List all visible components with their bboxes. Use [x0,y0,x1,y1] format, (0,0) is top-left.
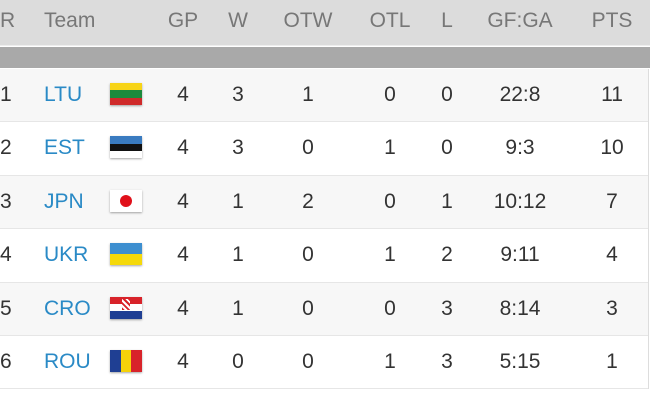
rank-cell: 4 [0,243,12,267]
ukraine-flag-icon [110,243,142,266]
header-team[interactable]: Team [44,9,96,32]
otl-cell: 1 [384,136,396,160]
group-band [0,47,650,68]
table-row: 4 UKR 4 1 0 1 2 9:11 4 [0,229,648,283]
otl-cell: 1 [384,243,396,267]
gp-cell: 4 [177,189,189,213]
header-rank[interactable]: R [0,9,16,32]
otw-cell: 0 [302,296,314,320]
otw-cell: 0 [302,349,314,373]
l-cell: 3 [441,349,453,373]
table-header: R Team GP W OTW OTL L GF:GA PTS [0,0,650,46]
w-cell: 3 [232,136,244,160]
team-link[interactable]: EST [44,136,85,160]
header-gp[interactable]: GP [167,9,199,32]
gp-cell: 4 [177,349,189,373]
croatia-flag-icon [110,296,142,319]
header-l[interactable]: L [441,9,453,32]
table-row: 6 ROU 4 0 0 1 3 5:15 1 [0,336,648,390]
pts-cell: 3 [606,296,618,320]
l-cell: 3 [441,296,453,320]
otw-cell: 0 [302,136,314,160]
team-link[interactable]: CRO [44,296,91,320]
gp-cell: 4 [177,136,189,160]
gfga-cell: 5:15 [499,349,541,373]
pts-cell: 10 [600,136,624,160]
gfga-cell: 9:11 [500,243,540,267]
standings-table: 1 LTU 4 3 1 0 0 22:8 11 2 EST 4 3 0 1 0 9:3 10 3 JPN 4 1 2 0 1 10… [0,69,649,390]
l-cell: 2 [441,243,453,267]
header-otw[interactable]: OTW [283,9,333,32]
header-w[interactable]: W [228,9,248,32]
gp-cell: 4 [177,296,189,320]
l-cell: 0 [441,83,453,106]
otw-cell: 2 [302,189,314,213]
gp-cell: 4 [177,83,189,106]
header-gfga[interactable]: GF:GA [487,9,553,32]
rank-cell: 2 [0,136,12,160]
gp-cell: 4 [177,243,189,267]
pts-cell: 7 [606,189,618,213]
team-link[interactable]: JPN [44,189,84,213]
otl-cell: 0 [384,83,396,106]
romania-flag-icon [110,349,142,372]
rank-cell: 6 [0,349,12,373]
w-cell: 1 [232,189,244,213]
team-link[interactable]: ROU [44,349,91,373]
pts-cell: 11 [601,83,623,106]
otl-cell: 0 [384,296,396,320]
estonia-flag-icon [110,136,142,159]
l-cell: 0 [441,136,453,160]
team-link[interactable]: UKR [44,243,89,267]
rank-cell: 3 [0,189,12,213]
pts-cell: 1 [606,349,618,373]
l-cell: 1 [441,189,453,213]
pts-cell: 4 [606,243,618,267]
otl-cell: 0 [384,189,396,213]
otl-cell: 1 [384,349,396,373]
otw-cell: 0 [302,243,314,267]
table-row: 2 EST 4 3 0 1 0 9:3 10 [0,122,648,176]
header-otl[interactable]: OTL [369,9,411,32]
gfga-cell: 22:8 [499,83,541,106]
w-cell: 1 [232,243,244,267]
rank-cell: 1 [0,83,12,106]
table-row: 5 CRO 4 1 0 0 3 8:14 3 [0,282,648,336]
team-link[interactable]: LTU [44,83,83,106]
table-row: 1 LTU 4 3 1 0 0 22:8 11 [0,69,648,123]
w-cell: 1 [232,296,244,320]
header-pts[interactable]: PTS [591,9,633,32]
gfga-cell: 9:3 [505,136,535,160]
lithuania-flag-icon [110,83,142,105]
w-cell: 3 [232,83,244,106]
gfga-cell: 10:12 [493,189,547,213]
japan-flag-icon [110,189,142,212]
otw-cell: 1 [302,83,314,106]
table-row: 3 JPN 4 1 2 0 1 10:12 7 [0,175,648,230]
w-cell: 0 [232,349,244,373]
gfga-cell: 8:14 [499,296,541,320]
rank-cell: 5 [0,296,12,320]
